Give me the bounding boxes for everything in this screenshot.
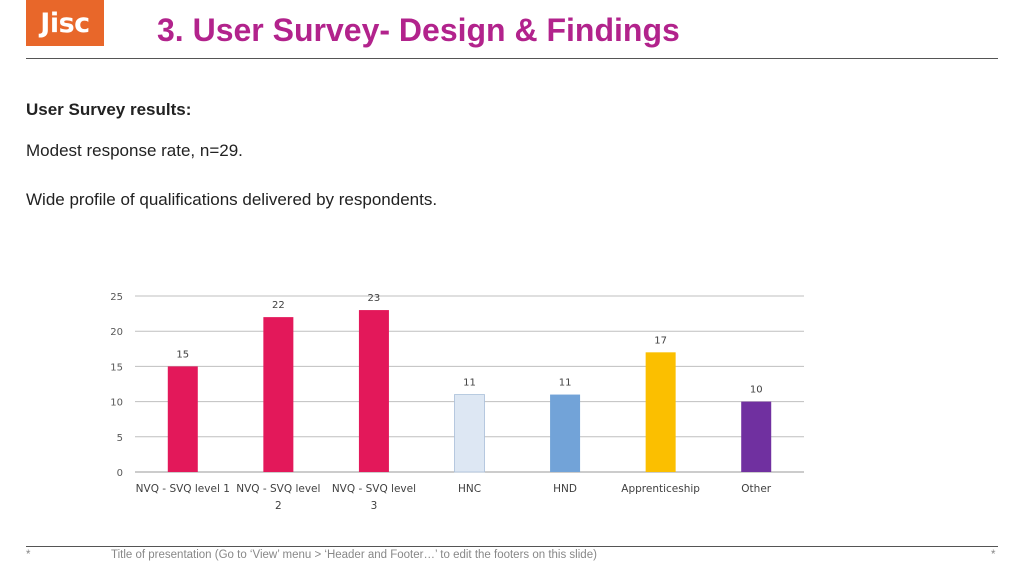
y-tick-label: 5 <box>117 433 123 444</box>
data-label: 11 <box>559 378 572 389</box>
y-tick-label: 25 <box>110 292 123 303</box>
category-label: NVQ - SVQ level <box>332 483 416 495</box>
category-label: Other <box>741 483 771 495</box>
bar <box>454 394 485 473</box>
footer-text: Title of presentation (Go to ‘View’ menu… <box>111 549 597 561</box>
slide-title: 3. User Survey- Design & Findings <box>157 12 680 48</box>
data-label: 11 <box>463 378 476 389</box>
category-label: HND <box>553 483 577 495</box>
data-label: 22 <box>272 300 285 311</box>
bar <box>645 352 676 472</box>
bar <box>167 366 198 472</box>
results-subheading: User Survey results: <box>26 100 192 119</box>
y-tick-label: 10 <box>110 398 123 409</box>
bar <box>741 401 772 472</box>
category-label: NVQ - SVQ level <box>236 483 320 495</box>
data-label: 17 <box>654 335 667 346</box>
category-label: HNC <box>458 483 481 495</box>
data-label: 15 <box>176 349 189 360</box>
footer-divider <box>26 546 998 547</box>
bar <box>358 310 389 472</box>
footer-right-marker: * <box>991 549 996 561</box>
category-label: 3 <box>371 500 378 512</box>
bar <box>550 394 581 472</box>
category-label: Apprenticeship <box>621 483 700 495</box>
footer-left-marker: * <box>26 549 31 561</box>
bar <box>263 317 294 472</box>
response-rate-text: Modest response rate, n=29. <box>26 141 243 160</box>
y-tick-label: 0 <box>117 468 123 479</box>
data-label: 23 <box>368 293 381 304</box>
y-tick-label: 15 <box>110 362 123 373</box>
data-label: 10 <box>750 385 763 396</box>
category-label: NVQ - SVQ level 1 <box>136 483 230 495</box>
jisc-logo: Jisc <box>26 0 104 46</box>
category-label: 2 <box>275 500 282 512</box>
qualifications-text: Wide profile of qualifications delivered… <box>26 190 438 209</box>
title-divider <box>26 58 998 59</box>
y-tick-label: 20 <box>110 327 123 338</box>
